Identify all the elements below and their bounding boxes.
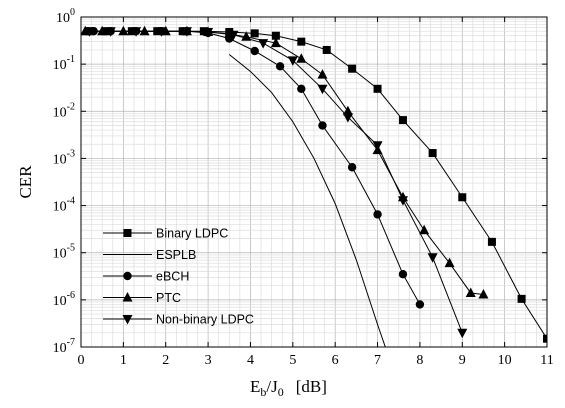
data-point-ptc [478,288,489,299]
x-tick-label: 2 [162,353,169,368]
data-point-ptc [296,53,307,63]
data-point-binary-ldpc [250,29,259,38]
data-point-non-binary-ldpc [372,141,383,151]
data-point-ebch [398,270,408,279]
data-point-ebch [373,210,382,219]
plot-frame [80,16,548,348]
data-point-binary-ldpc [543,334,547,343]
legend-item-binary-ldpc: Binary LDPC [103,227,228,241]
x-tick-label: 7 [374,353,381,368]
x-axis-title: Eb/J0 [dB] [250,377,327,399]
data-point-binary-ldpc [517,294,526,303]
data-point-binary-ldpc [199,27,208,36]
x-tick-label: 5 [289,353,296,368]
data-point-ptc [444,257,455,268]
legend-item-esplb: ESPLB [103,248,196,262]
data-point-ptc [241,31,252,41]
data-point-non-binary-ldpc [181,27,192,37]
data-point-binary-ldpc [487,237,496,246]
data-point-ptc [465,287,476,297]
legend-marker [123,271,132,281]
data-point-ptc [139,25,150,36]
data-point-non-binary-ldpc [457,328,468,339]
data-point-ptc [97,25,108,36]
legend-label: Non-binary LDPC [156,313,254,327]
x-tick-label: 9 [459,353,466,368]
data-point-binary-ldpc [373,84,382,93]
x-tick-label: 10 [498,353,512,368]
data-point-ptc [270,37,281,48]
data-point-non-binary-ldpc [287,56,298,66]
y-tick-label: 10-6 [53,290,75,309]
x-axis-title-mid: /J [266,377,278,396]
y-axis-title: CER [16,165,35,199]
data-point-non-binary-ldpc [317,84,328,95]
legend-label: ESPLB [156,248,196,262]
data-point-ptc [342,105,353,116]
legend-label: PTC [156,291,181,305]
data-point-non-binary-ldpc [397,196,408,206]
x-tick-label: 4 [247,353,254,368]
x-tick-label: 8 [416,353,423,368]
x-tick-label: 3 [205,353,212,368]
data-point-non-binary-ldpc [342,113,353,123]
series-non-binary-ldpc [84,27,468,339]
data-point-non-binary-ldpc [258,39,269,49]
data-point-ebch [250,46,259,56]
legend-marker [123,229,132,237]
data-point-ptc [118,25,129,36]
data-point-ebch [347,163,357,172]
data-point-non-binary-ldpc [427,253,438,263]
legend: Binary LDPC ESPLB eBCH PTC Non-binary LDPC [103,227,254,327]
data-point-binary-ldpc [271,31,280,40]
data-point-ptc [419,224,430,235]
series-layer [81,25,547,347]
data-point-ebch [318,121,327,130]
data-point-ebch [275,62,285,71]
data-point-binary-ldpc [348,64,357,73]
y-tick-label: 10-5 [53,243,75,262]
data-point-non-binary-ldpc [156,27,167,37]
y-tick-label: 10-3 [53,148,75,167]
x-tick-label: 0 [78,353,85,368]
x-axis-title-sub-0: 0 [278,385,284,399]
legend-label: Binary LDPC [156,227,228,241]
data-point-binary-ldpc [322,45,331,54]
data-point-ptc [317,69,328,79]
data-point-non-binary-ldpc [84,27,95,37]
data-point-ebch [415,300,425,309]
legend-item-ebch: eBCH [103,270,189,284]
legend-marker [122,315,133,325]
axis-ticks: 0 1 2 3 4 5 6 7 8 9 10 11 100 10-1 10-2 10-3 10-4 10-5 10-… [53,7,554,368]
legend-marker [122,292,133,302]
x-axis-title-main: E [250,377,260,396]
series-line-esplb [228,54,386,347]
x-axis-title-unit: [dB] [296,377,327,396]
data-point-non-binary-ldpc [105,27,116,37]
data-point-binary-ldpc [458,193,467,202]
x-tick-label: 1 [120,353,127,368]
x-axis-title-sub-b: b [260,385,266,399]
legend-item-ptc: PTC [103,291,181,305]
data-point-binary-ldpc [297,37,306,46]
y-tick-label: 100 [56,7,75,26]
data-point-ebch [297,84,306,93]
y-tick-label: 10-7 [53,337,75,356]
x-tick-label: 6 [332,353,339,368]
data-point-binary-ldpc [398,116,407,125]
series-esplb [228,54,386,347]
y-tick-label: 10-4 [53,196,75,215]
legend-item-non-binary-ldpc: Non-binary LDPC [103,313,254,327]
legend-label: eBCH [156,270,189,284]
y-tick-label: 10-1 [53,54,75,73]
data-point-non-binary-ldpc [203,28,214,38]
data-point-non-binary-ldpc [131,27,142,37]
x-tick-label: 11 [540,353,553,368]
data-point-non-binary-ldpc [228,30,239,41]
y-tick-label: 10-2 [53,101,75,120]
grid-lines [80,17,548,348]
data-point-binary-ldpc [428,149,437,158]
